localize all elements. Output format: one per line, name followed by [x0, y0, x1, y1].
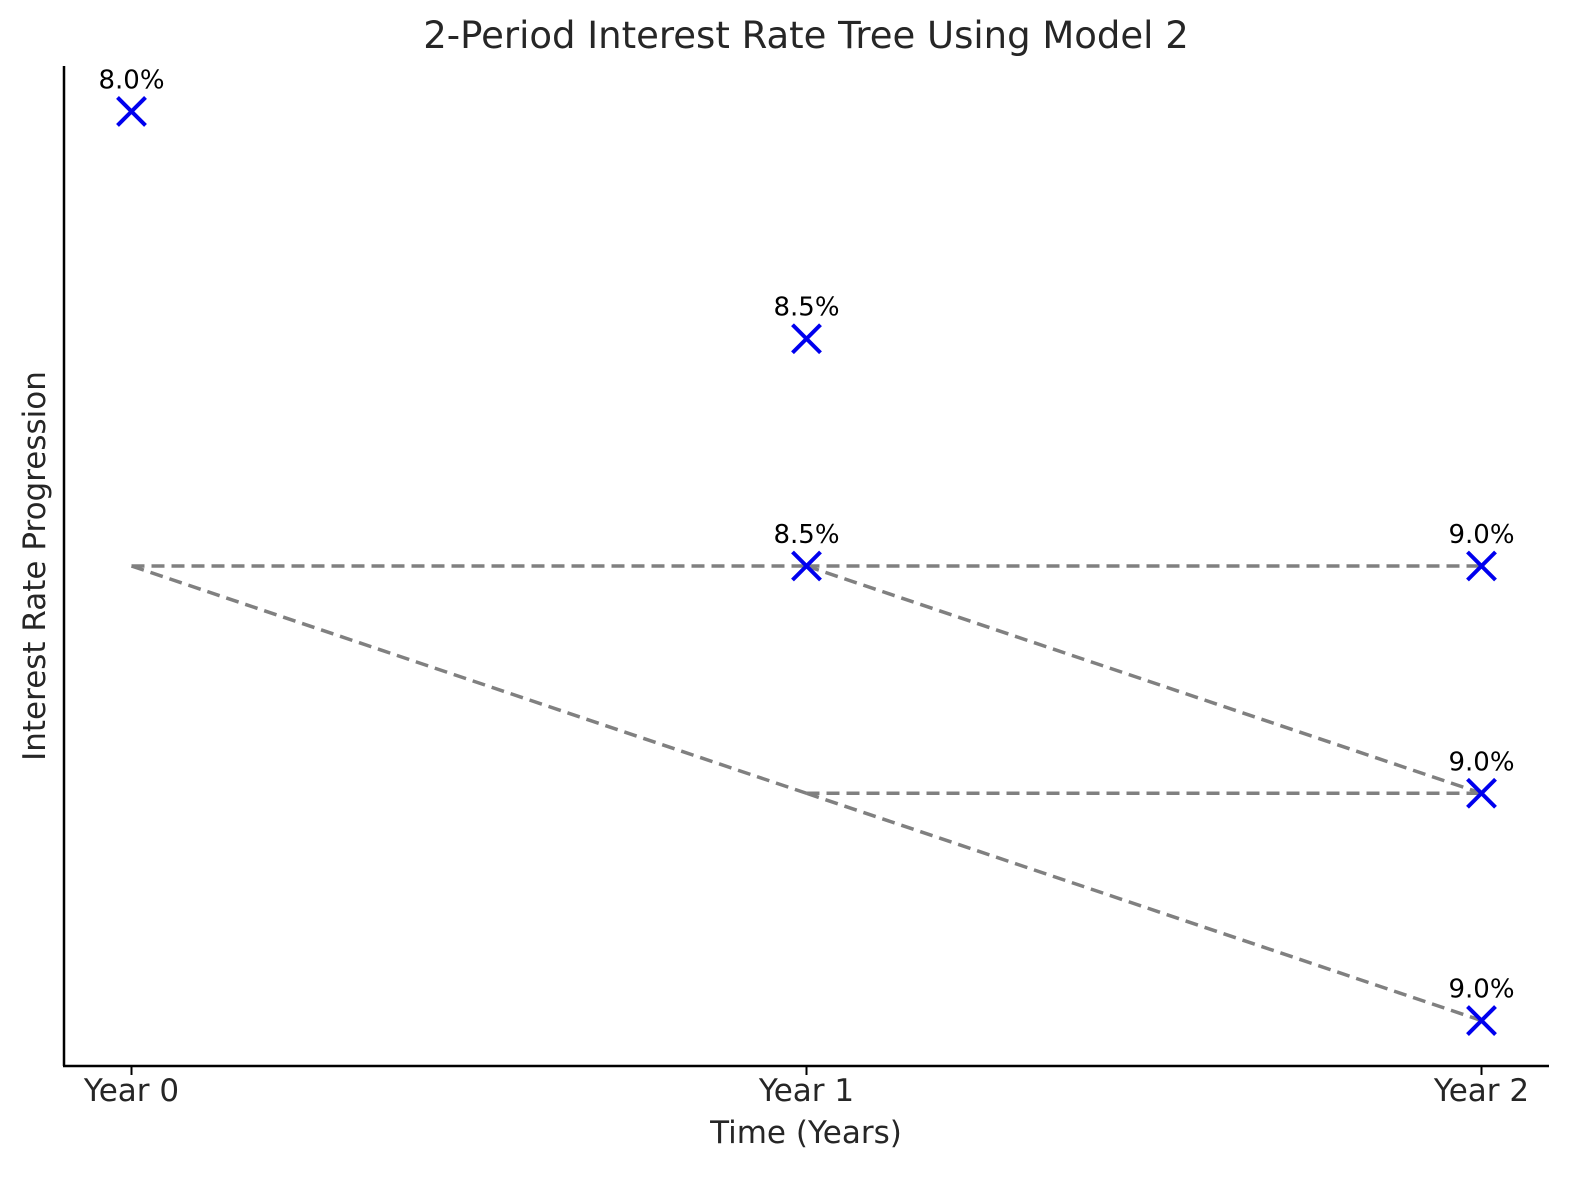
x-marker-icon: [1466, 550, 1497, 582]
x-axis-ticks: Year 0 Year 1 Year 2: [83, 1066, 1529, 1109]
node-rate-label: 8.5%: [773, 520, 839, 550]
x-tick-label-1: Year 1: [758, 1073, 854, 1109]
tree-edge-1: [130, 564, 808, 795]
x-axis-label: Time (Years): [709, 1115, 902, 1151]
tree-node-1: 8.5%: [773, 293, 840, 355]
tree-node-0: 8.0%: [98, 65, 165, 127]
x-marker-icon: [1466, 1005, 1497, 1036]
x-marker-icon: [791, 550, 822, 582]
x-tick-label-2: Year 2: [1433, 1073, 1529, 1109]
tree-node-2: 8.5%: [773, 520, 840, 582]
x-marker-icon: [1466, 777, 1497, 809]
node-rate-label: 9.0%: [1448, 975, 1514, 1005]
tree-node-5: 9.0%: [1448, 975, 1515, 1036]
x-marker-icon: [791, 323, 822, 355]
node-rate-label: 9.0%: [1448, 520, 1514, 550]
node-rate-label: 8.5%: [773, 293, 839, 323]
tree-edge-5: [805, 791, 1483, 1023]
chart-title: 2-Period Interest Rate Tree Using Model …: [423, 14, 1189, 57]
x-tick-label-0: Year 0: [83, 1073, 179, 1109]
x-marker-icon: [116, 96, 147, 127]
tree-node-3: 9.0%: [1448, 520, 1515, 582]
y-axis-label: Interest Rate Progression: [17, 371, 53, 761]
node-rate-label: 8.0%: [98, 65, 164, 95]
node-rate-label: 9.0%: [1448, 747, 1514, 777]
tree-nodes: 8.0% 8.5% 8.5% 9.0% 9.0% 9.0%: [98, 65, 1515, 1036]
tree-edge-3: [805, 564, 1483, 795]
tree-node-4: 9.0%: [1448, 747, 1515, 809]
tree-edges: [130, 564, 1483, 1023]
